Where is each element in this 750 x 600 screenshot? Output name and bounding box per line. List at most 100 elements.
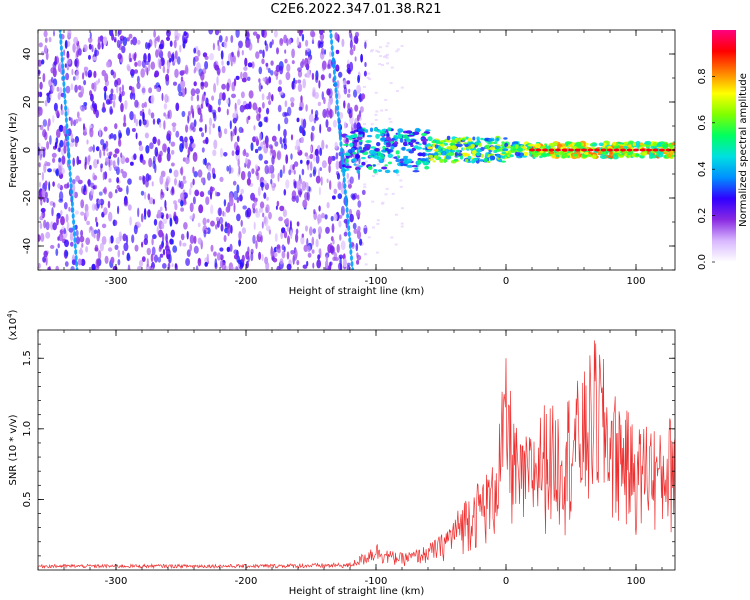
spectral-blob	[150, 94, 155, 105]
spectral-blob	[264, 165, 270, 175]
spectral-streak	[66, 135, 70, 141]
spectral-band	[376, 142, 381, 147]
spectral-band	[387, 127, 392, 132]
spectral-blob	[153, 30, 157, 38]
spectral-blob	[264, 40, 267, 46]
spectral-band	[623, 141, 629, 145]
spectral-blob	[313, 166, 317, 175]
chart-title: C2E6.2022.347.01.38.R21	[270, 2, 442, 17]
spectral-blob	[166, 68, 170, 74]
spectral-blob	[277, 86, 282, 93]
spectral-blob	[285, 71, 291, 81]
spectral-blob	[192, 56, 196, 67]
spectral-blob	[174, 215, 179, 225]
spectral-blob	[245, 40, 251, 48]
spectral-streak	[334, 87, 338, 93]
spectral-blob	[317, 101, 322, 107]
spectral-band	[439, 140, 444, 143]
spectral-streak	[347, 231, 351, 237]
spectral-peak	[529, 148, 535, 152]
spectral-blob	[212, 149, 217, 157]
spectral-blob	[219, 247, 224, 252]
spectral-blob	[255, 51, 260, 59]
spectral-band	[344, 152, 352, 156]
spectral-blob	[263, 216, 267, 224]
spectral-blob	[47, 168, 52, 173]
spectral-blob	[220, 223, 224, 232]
spectral-blob	[72, 157, 75, 167]
spectral-band	[598, 142, 604, 147]
spectral-band	[440, 150, 447, 156]
spectral-blob	[329, 180, 332, 190]
spectral-blob	[70, 117, 73, 127]
spectral-band	[475, 149, 483, 153]
spectral-blob	[141, 102, 145, 109]
spectral-band	[592, 154, 597, 160]
spectral-blob	[297, 67, 302, 72]
spectral-blob	[130, 161, 134, 166]
spectral-blob	[336, 172, 341, 180]
spectral-streak	[69, 183, 73, 189]
spectral-band	[381, 128, 387, 132]
spectral-blob	[261, 254, 264, 262]
spectral-band	[501, 151, 506, 155]
spectral-blob	[255, 210, 261, 218]
x-tick-label: -200	[235, 276, 258, 287]
spectral-blob	[97, 250, 102, 260]
spectral-blob	[353, 89, 358, 98]
spectral-blob	[157, 138, 161, 146]
spectral-band	[645, 140, 652, 145]
spectral-blob	[165, 213, 169, 220]
spectral-blob	[206, 218, 210, 223]
spectral-blob	[70, 241, 74, 247]
spectral-blob	[330, 155, 333, 162]
spectral-blob	[351, 194, 356, 201]
spectral-blob	[130, 39, 133, 45]
spectral-blob	[306, 191, 310, 202]
spectral-blob	[166, 254, 170, 260]
spectral-streak	[335, 93, 339, 99]
spectral-band	[384, 164, 388, 167]
spectral-streak	[74, 249, 78, 255]
spectral-peak	[607, 148, 613, 152]
spectral-band	[382, 145, 386, 150]
spectral-blob	[110, 108, 114, 114]
spectral-blob	[217, 125, 221, 133]
spectral-blob	[240, 71, 243, 80]
spectral-band	[425, 129, 431, 132]
spectral-blob	[256, 34, 261, 40]
spectral-blob	[190, 122, 195, 131]
spectral-blob	[92, 144, 96, 153]
spectral-blob	[115, 189, 118, 194]
spectral-streak	[345, 201, 348, 207]
spectral-band	[388, 161, 392, 165]
spectral-blob	[162, 249, 166, 256]
spectral-blob	[284, 100, 288, 108]
spectral-blob	[153, 254, 159, 263]
spectral-blob	[338, 112, 344, 119]
spectral-blob	[216, 216, 220, 222]
spectral-blob	[302, 78, 307, 89]
spectral-blob	[177, 56, 181, 65]
spectral-streak	[336, 105, 340, 111]
spectral-peak	[555, 148, 561, 152]
spectral-blob	[305, 49, 308, 57]
spectral-blob	[133, 69, 139, 74]
spectral-blob	[77, 85, 82, 91]
spectral-band	[373, 128, 378, 132]
spectral-speck	[385, 187, 389, 190]
spectral-blob	[61, 155, 66, 165]
spectral-blob	[245, 209, 249, 218]
spectral-streak	[59, 39, 63, 45]
spectral-blob	[126, 37, 130, 42]
spectral-band	[372, 155, 380, 159]
spectral-band	[369, 127, 374, 133]
spectral-blob	[254, 164, 259, 170]
spectral-blob	[159, 244, 164, 250]
spectral-blob	[289, 220, 292, 230]
spectral-blob	[49, 93, 52, 99]
spectral-blob	[302, 130, 306, 137]
spectral-blob	[38, 181, 42, 188]
spectral-blob	[270, 70, 274, 76]
spectral-band	[632, 142, 636, 147]
